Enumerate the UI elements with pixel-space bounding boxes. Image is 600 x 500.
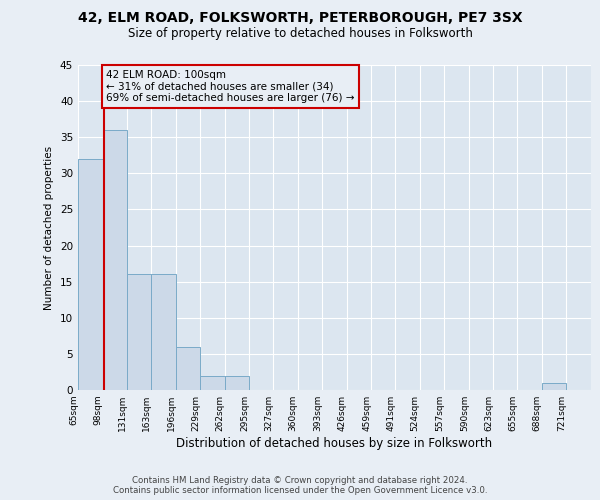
Bar <box>224 376 249 390</box>
Text: Contains HM Land Registry data © Crown copyright and database right 2024.: Contains HM Land Registry data © Crown c… <box>132 476 468 485</box>
Text: Contains public sector information licensed under the Open Government Licence v3: Contains public sector information licen… <box>113 486 487 495</box>
Bar <box>78 159 103 390</box>
Text: 42 ELM ROAD: 100sqm
← 31% of detached houses are smaller (34)
69% of semi-detach: 42 ELM ROAD: 100sqm ← 31% of detached ho… <box>106 70 355 103</box>
Bar <box>542 383 566 390</box>
Bar <box>176 346 200 390</box>
Text: Size of property relative to detached houses in Folksworth: Size of property relative to detached ho… <box>128 28 472 40</box>
Y-axis label: Number of detached properties: Number of detached properties <box>44 146 55 310</box>
Bar <box>103 130 127 390</box>
Text: 42, ELM ROAD, FOLKSWORTH, PETERBOROUGH, PE7 3SX: 42, ELM ROAD, FOLKSWORTH, PETERBOROUGH, … <box>77 11 523 25</box>
Bar <box>127 274 151 390</box>
X-axis label: Distribution of detached houses by size in Folksworth: Distribution of detached houses by size … <box>176 437 493 450</box>
Bar <box>151 274 176 390</box>
Bar <box>200 376 224 390</box>
